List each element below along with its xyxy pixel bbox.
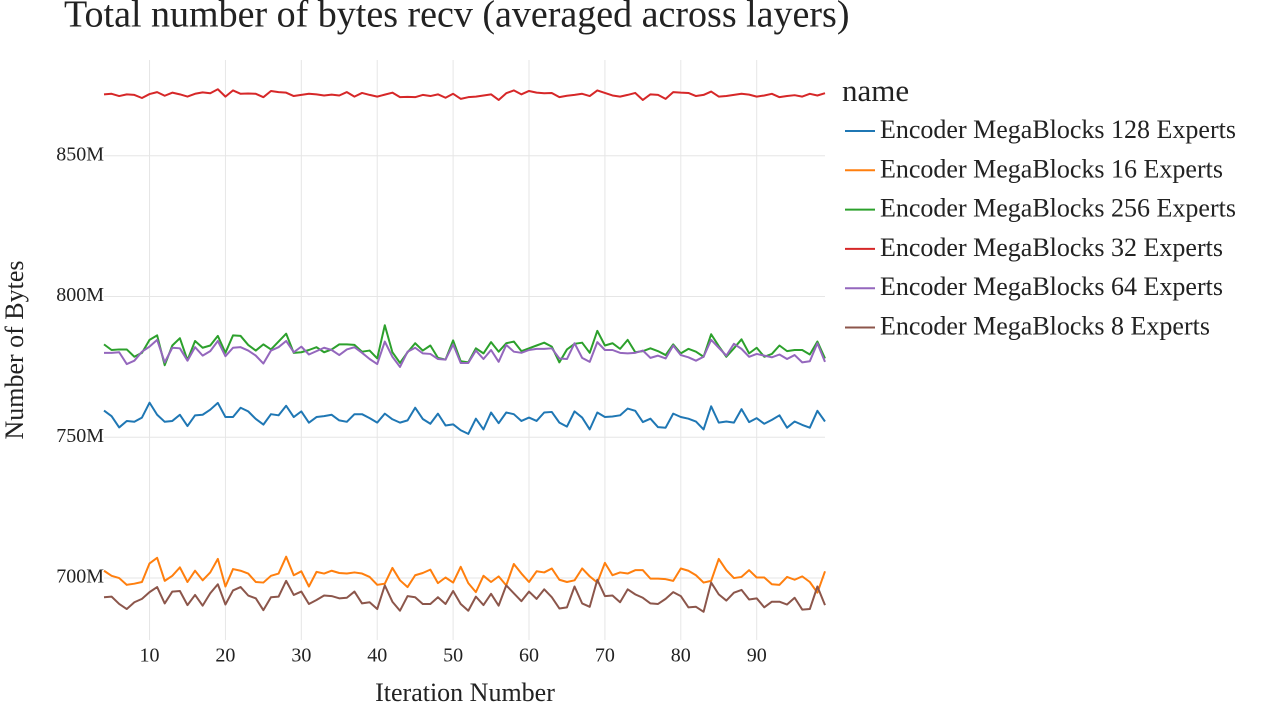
series-line (104, 338, 826, 368)
series-line (103, 578, 826, 613)
x-tick-label: 30 (291, 645, 311, 667)
chart-title: Total number of bytes recv (averaged acr… (64, 0, 850, 36)
legend-label: Encoder MegaBlocks 8 Experts (880, 311, 1210, 340)
legend-label: Encoder MegaBlocks 32 Experts (880, 233, 1223, 262)
x-tick-label: 40 (367, 645, 387, 667)
legend: Encoder MegaBlocks 128 Experts Encoder Me… (845, 115, 1236, 340)
x-tick-label: 70 (595, 645, 615, 667)
legend-label: Encoder MegaBlocks 256 Experts (880, 194, 1236, 223)
series-line (103, 555, 826, 594)
y-axis-label: Number of Bytes (0, 260, 29, 439)
x-axis-label: Iteration Number (375, 678, 555, 707)
y-tick-label: 850M (56, 143, 104, 165)
y-tick-label: 800M (56, 284, 104, 306)
legend-label: Encoder MegaBlocks 16 Experts (880, 154, 1223, 183)
y-tick-label: 700M (56, 566, 104, 588)
x-tick-label: 80 (671, 645, 691, 667)
x-tick-label: 10 (140, 645, 160, 667)
series-line (103, 88, 826, 101)
legend-label: Encoder MegaBlocks 64 Experts (880, 272, 1223, 301)
y-tick-label: 750M (56, 425, 104, 447)
x-tick-label: 20 (215, 645, 235, 667)
legend-title: name (842, 73, 909, 108)
legend-label: Encoder MegaBlocks 128 Experts (880, 115, 1236, 144)
x-tick-label: 60 (519, 645, 539, 667)
lines (103, 88, 826, 613)
x-tick-label: 50 (443, 645, 463, 667)
x-tick-label: 90 (747, 645, 767, 667)
series-line (103, 401, 826, 435)
